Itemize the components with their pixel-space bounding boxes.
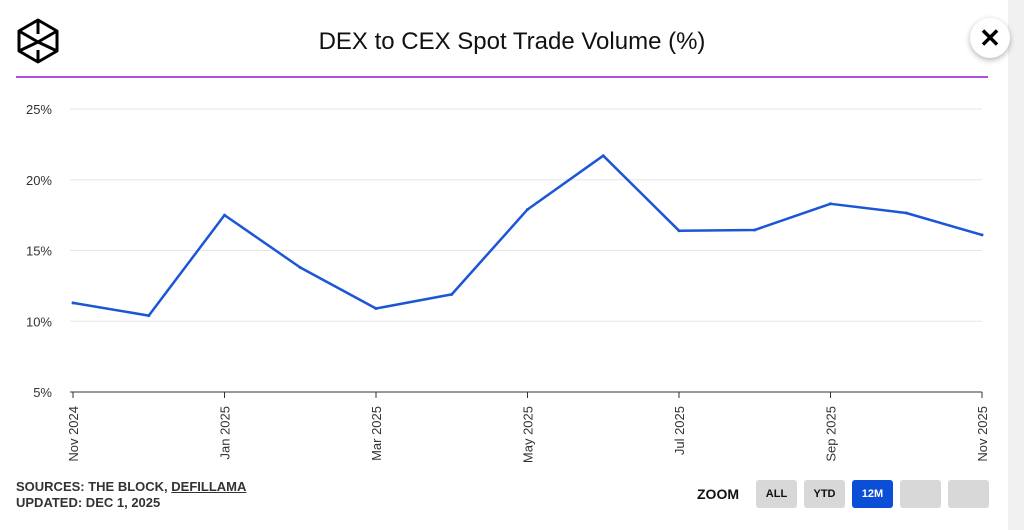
line-chart: 5% 10% 15% 20% 25% Nov 2024 Jan 2025 Mar 2025 Ma…: [26, 102, 990, 463]
zoom-all-button[interactable]: ALL: [756, 480, 797, 508]
y-tick-label: 20%: [26, 173, 52, 188]
data-point: [450, 292, 454, 296]
data-point: [147, 314, 151, 318]
data-point: [374, 307, 378, 311]
scrollbar[interactable]: [1008, 0, 1024, 530]
updated-text: UPDATED: DEC 1, 2025: [16, 495, 161, 510]
sources-text: SOURCES: THE BLOCK,: [16, 479, 172, 494]
x-tick-label: Sep 2025: [824, 406, 839, 462]
zoom-controls: ZOOM ALL YTD 12M: [697, 480, 989, 508]
data-point: [298, 265, 302, 269]
x-tick-label: Jan 2025: [218, 406, 233, 460]
data-point: [71, 301, 75, 305]
y-tick-label: 10%: [26, 314, 52, 329]
zoom-ytd-button[interactable]: YTD: [804, 480, 845, 508]
x-tick-label: Jul 2025: [672, 406, 687, 455]
y-tick-label: 5%: [33, 385, 52, 400]
x-tick-label: Nov 2024: [66, 406, 81, 462]
data-point: [753, 228, 757, 232]
zoom-blank-button-1[interactable]: [900, 480, 941, 508]
data-point: [904, 211, 908, 215]
data-point: [526, 207, 529, 211]
defillama-link[interactable]: DEFILLAMA: [171, 479, 247, 494]
title-divider: [16, 76, 988, 78]
x-tick-label: Mar 2025: [369, 406, 384, 461]
zoom-blank-button-2[interactable]: [948, 480, 989, 508]
close-x-icon[interactable]: ✕: [970, 18, 1010, 58]
data-point: [223, 213, 226, 217]
x-tick-label: Nov 2025: [975, 406, 990, 462]
zoom-12m-button[interactable]: 12M: [852, 480, 893, 508]
data-point: [829, 202, 832, 206]
x-tick-label: May 2025: [521, 406, 536, 463]
data-point: [601, 154, 605, 158]
data-point: [677, 229, 681, 233]
y-tick-label: 15%: [26, 244, 52, 259]
sources-footer: SOURCES: THE BLOCK, DEFILLAMA UPDATED: D…: [16, 479, 246, 511]
zoom-label: ZOOM: [697, 486, 739, 502]
y-tick-label: 25%: [26, 102, 52, 117]
data-point: [980, 233, 984, 237]
chart-title: DEX to CEX Spot Trade Volume (%): [318, 28, 706, 55]
the-block-logo: [17, 18, 59, 64]
